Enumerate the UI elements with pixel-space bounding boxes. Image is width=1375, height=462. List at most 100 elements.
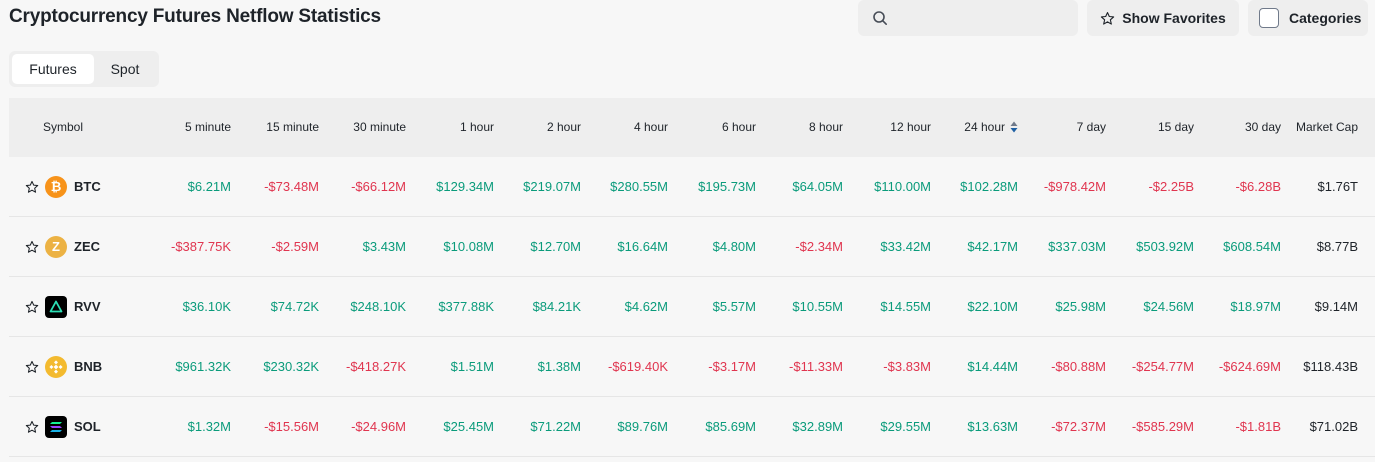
btc-icon: ₿ — [45, 175, 67, 198]
categories-label: Categories — [1289, 10, 1362, 26]
favorite-star-icon[interactable] — [25, 180, 39, 194]
column-header-label: 1 hour — [459, 120, 494, 134]
netflow-value: $13.63M — [967, 419, 1018, 434]
sort-desc-icon[interactable] — [1010, 121, 1018, 133]
favorite-star-icon[interactable] — [25, 420, 39, 434]
symbol-name[interactable]: RVV — [74, 299, 101, 314]
netflow-value: $74.72K — [270, 299, 319, 314]
column-header-7-day[interactable]: 7 day — [1077, 98, 1106, 157]
table-row[interactable]: ₿ BTC $6.21M -$73.48M -$66.12M $129.34M $219.0… — [9, 157, 1375, 217]
column-header-label: Symbol — [43, 120, 84, 134]
page-title: Cryptocurrency Futures Netflow Statistic… — [9, 6, 381, 27]
netflow-value: $36.10K — [182, 299, 231, 314]
netflow-value: -$2.59M — [271, 239, 319, 254]
symbol-cell: BNB — [25, 337, 102, 396]
column-header-label: 4 hour — [633, 120, 668, 134]
table-row[interactable]: BNB $961.32K $230.32K -$418.27K $1.51M $1.38M… — [9, 337, 1375, 397]
column-header-4-hour[interactable]: 4 hour — [634, 98, 668, 157]
netflow-value: $248.10K — [350, 299, 406, 314]
column-header-1-hour[interactable]: 1 hour — [460, 98, 494, 157]
netflow-value: $230.32K — [263, 359, 319, 374]
netflow-value: $64.05M — [792, 179, 843, 194]
netflow-value: $4.80M — [712, 239, 756, 254]
netflow-value: -$3.83M — [883, 359, 931, 374]
bnb-icon — [45, 355, 67, 378]
column-header-30-minute[interactable]: 30 minute — [353, 98, 406, 157]
netflow-value: $29.55M — [880, 419, 931, 434]
column-header-symbol[interactable]: Symbol — [43, 98, 83, 157]
netflow-value: -$66.12M — [351, 179, 406, 194]
symbol-name[interactable]: ZEC — [74, 239, 100, 254]
column-header-market-cap[interactable]: Market Cap — [1296, 98, 1358, 157]
netflow-value: -$15.56M — [264, 419, 319, 434]
column-header-15-day[interactable]: 15 day — [1158, 98, 1194, 157]
table-header: Symbol 5 minute 15 minute 30 minute 1 hour 2 … — [9, 98, 1375, 157]
netflow-value: $32.89M — [792, 419, 843, 434]
netflow-value: $33.42M — [880, 239, 931, 254]
netflow-value: -$2.34M — [795, 239, 843, 254]
netflow-value: $12.70M — [530, 239, 581, 254]
favorite-star-icon[interactable] — [25, 300, 39, 314]
netflow-value: $1.38M — [537, 359, 581, 374]
tab-spot[interactable]: Spot — [110, 61, 140, 77]
netflow-value: $503.92M — [1136, 239, 1194, 254]
categories-checkbox[interactable] — [1259, 8, 1279, 28]
table-row[interactable]: RVV $36.10K $74.72K $248.10K $377.88K $84.21K… — [9, 277, 1375, 337]
search-box[interactable] — [858, 0, 1078, 36]
column-header-label: 30 day — [1244, 120, 1281, 134]
netflow-value: -$73.48M — [264, 179, 319, 194]
column-header-30-day[interactable]: 30 day — [1245, 98, 1281, 157]
column-header-8-hour[interactable]: 8 hour — [809, 98, 843, 157]
column-header-5-minute[interactable]: 5 minute — [185, 98, 231, 157]
netflow-value: $25.98M — [1055, 299, 1106, 314]
netflow-value: -$80.88M — [1051, 359, 1106, 374]
table-row[interactable]: Z ZEC -$387.75K -$2.59M $3.43M $10.08M $12.70M… — [9, 217, 1375, 277]
netflow-value: -$624.69M — [1218, 359, 1281, 374]
column-header-24-hour[interactable]: 24 hour — [964, 98, 1018, 157]
netflow-value: $5.57M — [712, 299, 756, 314]
categories-button[interactable]: Categories — [1248, 0, 1368, 36]
sol-icon — [45, 415, 67, 438]
market-type-tabs: Futures Spot — [9, 51, 159, 87]
netflow-value: $18.97M — [1230, 299, 1281, 314]
netflow-value: $3.43M — [362, 239, 406, 254]
symbol-cell: Z ZEC — [25, 217, 100, 276]
search-icon — [873, 11, 887, 25]
netflow-value: $14.55M — [880, 299, 931, 314]
netflow-value: $110.00M — [874, 179, 931, 194]
search-input[interactable] — [896, 10, 1066, 26]
column-header-12-hour[interactable]: 12 hour — [890, 98, 931, 157]
netflow-value: $84.21K — [532, 299, 581, 314]
zec-icon: Z — [45, 235, 67, 258]
symbol-cell: SOL — [25, 397, 101, 456]
column-header-label: 15 minute — [266, 120, 319, 134]
column-header-15-minute[interactable]: 15 minute — [266, 98, 319, 157]
column-header-label: 8 hour — [808, 120, 843, 134]
table-row[interactable]: SOL $1.32M -$15.56M -$24.96M $25.45M $71.22M $… — [9, 397, 1375, 457]
symbol-name[interactable]: BNB — [74, 359, 103, 374]
symbol-name[interactable]: SOL — [74, 419, 101, 434]
tab-futures[interactable]: Futures — [12, 54, 94, 84]
netflow-value: -$2.25B — [1148, 179, 1194, 194]
netflow-value: $71.22M — [530, 419, 581, 434]
favorite-star-icon[interactable] — [25, 240, 39, 254]
rvv-icon — [45, 295, 67, 318]
netflow-value: $219.07M — [523, 179, 581, 194]
netflow-value: $22.10M — [967, 299, 1018, 314]
netflow-value: -$11.33M — [789, 359, 843, 374]
symbol-name[interactable]: BTC — [74, 179, 101, 194]
table-body: ₿ BTC $6.21M -$73.48M -$66.12M $129.34M $219.0… — [9, 157, 1375, 457]
favorite-star-icon[interactable] — [25, 360, 39, 374]
netflow-value: $16.64M — [617, 239, 668, 254]
column-header-label: 2 hour — [546, 120, 581, 134]
symbol-cell: RVV — [25, 277, 101, 336]
netflow-value: $42.17M — [967, 239, 1018, 254]
netflow-value: $377.88K — [438, 299, 494, 314]
netflow-value: $961.32K — [175, 359, 231, 374]
column-header-6-hour[interactable]: 6 hour — [722, 98, 756, 157]
netflow-value: $337.03M — [1048, 239, 1106, 254]
column-header-2-hour[interactable]: 2 hour — [547, 98, 581, 157]
netflow-value: $24.56M — [1143, 299, 1194, 314]
show-favorites-button[interactable]: Show Favorites — [1087, 0, 1239, 36]
netflow-value: -$978.42M — [1043, 179, 1106, 194]
